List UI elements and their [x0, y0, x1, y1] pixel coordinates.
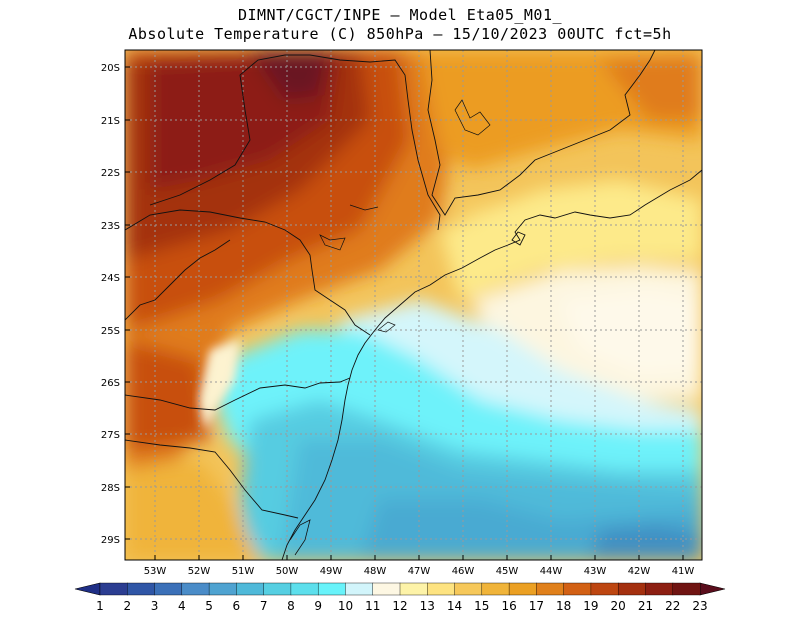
- colorbar-segment: [672, 582, 701, 596]
- colorbar-arrow-high: [699, 582, 726, 596]
- lat-label: 29S: [101, 535, 120, 546]
- colorbar-label: 13: [420, 599, 435, 613]
- state-border-rj-mg: [427, 50, 656, 216]
- guanabara-bay: [511, 231, 526, 246]
- colorbar-segment: [372, 582, 401, 596]
- axis-ticks: [125, 66, 684, 560]
- colorbar-segment: [563, 582, 592, 596]
- coastline-and-borders: [125, 50, 702, 560]
- colorbar-segment: [536, 582, 565, 596]
- state-border-sc-rs: [125, 439, 299, 519]
- longitude-labels: 53W 52W 51W 50W 49W 48W 47W 46W 45W 44W …: [144, 566, 695, 577]
- lon-label: 41W: [672, 566, 695, 577]
- lon-label: 46W: [452, 566, 475, 577]
- lat-label: 28S: [101, 483, 120, 494]
- colorbar-label: 4: [178, 599, 186, 613]
- colorbar-label: 20: [611, 599, 626, 613]
- colorbar-label: 7: [260, 599, 268, 613]
- colorbar-label: 18: [556, 599, 571, 613]
- colorbar-label: 17: [529, 599, 544, 613]
- lagoa-dos-patos: [289, 519, 311, 556]
- colorbar-segment: [154, 582, 183, 596]
- colorbar-segment: [127, 582, 156, 596]
- lat-label: 23S: [101, 221, 120, 232]
- map-frame: [124, 49, 703, 561]
- lat-label: 20S: [101, 63, 120, 74]
- temperature-field: [125, 50, 702, 560]
- lon-label: 50W: [276, 566, 299, 577]
- lon-label: 45W: [496, 566, 519, 577]
- colorbar-label: 21: [638, 599, 653, 613]
- colorbar-label: 12: [392, 599, 407, 613]
- colorbar-segment: [236, 582, 265, 596]
- paranagua-bay: [377, 321, 396, 333]
- lon-label: 49W: [320, 566, 343, 577]
- graticule: [125, 50, 702, 560]
- colorbar-label: 2: [123, 599, 131, 613]
- colorbar-segment: [645, 582, 674, 596]
- colorbar: 1 2 3 4 5 6 7 8 9 10 11 12 13 14 15 16 17 18 19 20 21 22 23: [74, 582, 726, 613]
- lon-label: 51W: [232, 566, 255, 577]
- colorbar-label: 10: [338, 599, 353, 613]
- colorbar-segment: [590, 582, 619, 596]
- lat-label: 22S: [101, 168, 120, 179]
- colorbar-segment: [454, 582, 483, 596]
- lon-label: 44W: [540, 566, 563, 577]
- colorbar-label: 22: [665, 599, 680, 613]
- lat-label: 24S: [101, 273, 120, 284]
- colorbar-arrow-low: [74, 582, 101, 596]
- state-border-sp-pr: [125, 209, 371, 336]
- colorbar-label: 3: [151, 599, 159, 613]
- reservoir-furnas: [454, 99, 491, 136]
- reservoir-west: [319, 234, 346, 251]
- colorbar-label: 8: [287, 599, 295, 613]
- river-parana: [125, 239, 231, 321]
- colorbar-label: 19: [583, 599, 598, 613]
- state-border-pr-sc: [125, 377, 351, 411]
- colorbar-segment: [617, 582, 646, 596]
- lat-label: 21S: [101, 116, 120, 127]
- state-border-sp-mg: [149, 54, 441, 231]
- colorbar-segment: [427, 582, 456, 596]
- colorbar-label: 16: [501, 599, 516, 613]
- lat-label: 25S: [101, 326, 120, 337]
- colorbar-label: 14: [447, 599, 462, 613]
- colorbar-segment: [208, 582, 237, 596]
- lat-label: 26S: [101, 378, 120, 389]
- colorbar-segment: [317, 582, 346, 596]
- atlantic-coastline: [281, 169, 702, 560]
- colorbar-segment: [345, 582, 374, 596]
- colorbar-label: 15: [474, 599, 489, 613]
- colorbar-label: 11: [365, 599, 380, 613]
- lat-label: 27S: [101, 430, 120, 441]
- reservoir-center: [349, 204, 379, 211]
- colorbar-segment: [399, 582, 428, 596]
- colorbar-label: 9: [314, 599, 322, 613]
- colorbar-segment: [290, 582, 319, 596]
- latitude-labels: 20S 21S 22S 23S 24S 25S 26S 27S 28S 29S: [101, 63, 120, 546]
- colorbar-segment: [181, 582, 210, 596]
- colorbar-segment: [263, 582, 292, 596]
- colorbar-label: 1: [96, 599, 104, 613]
- lon-label: 48W: [364, 566, 387, 577]
- colorbar-label: 5: [205, 599, 213, 613]
- colorbar-segment: [481, 582, 510, 596]
- lon-label: 47W: [408, 566, 431, 577]
- lon-label: 43W: [584, 566, 607, 577]
- lon-label: 42W: [628, 566, 651, 577]
- colorbar-segment: [508, 582, 537, 596]
- colorbar-label: 6: [233, 599, 241, 613]
- lon-label: 53W: [144, 566, 167, 577]
- colorbar-label: 23: [692, 599, 707, 613]
- lon-label: 52W: [188, 566, 211, 577]
- colorbar-segment: [99, 582, 128, 596]
- map-title-line-1: DIMNT/CGCT/INPE — Model Eta05_M01_: [237, 6, 563, 24]
- map-title-line-2: Absolute Temperature (C) 850hPa — 15/10/…: [128, 25, 672, 43]
